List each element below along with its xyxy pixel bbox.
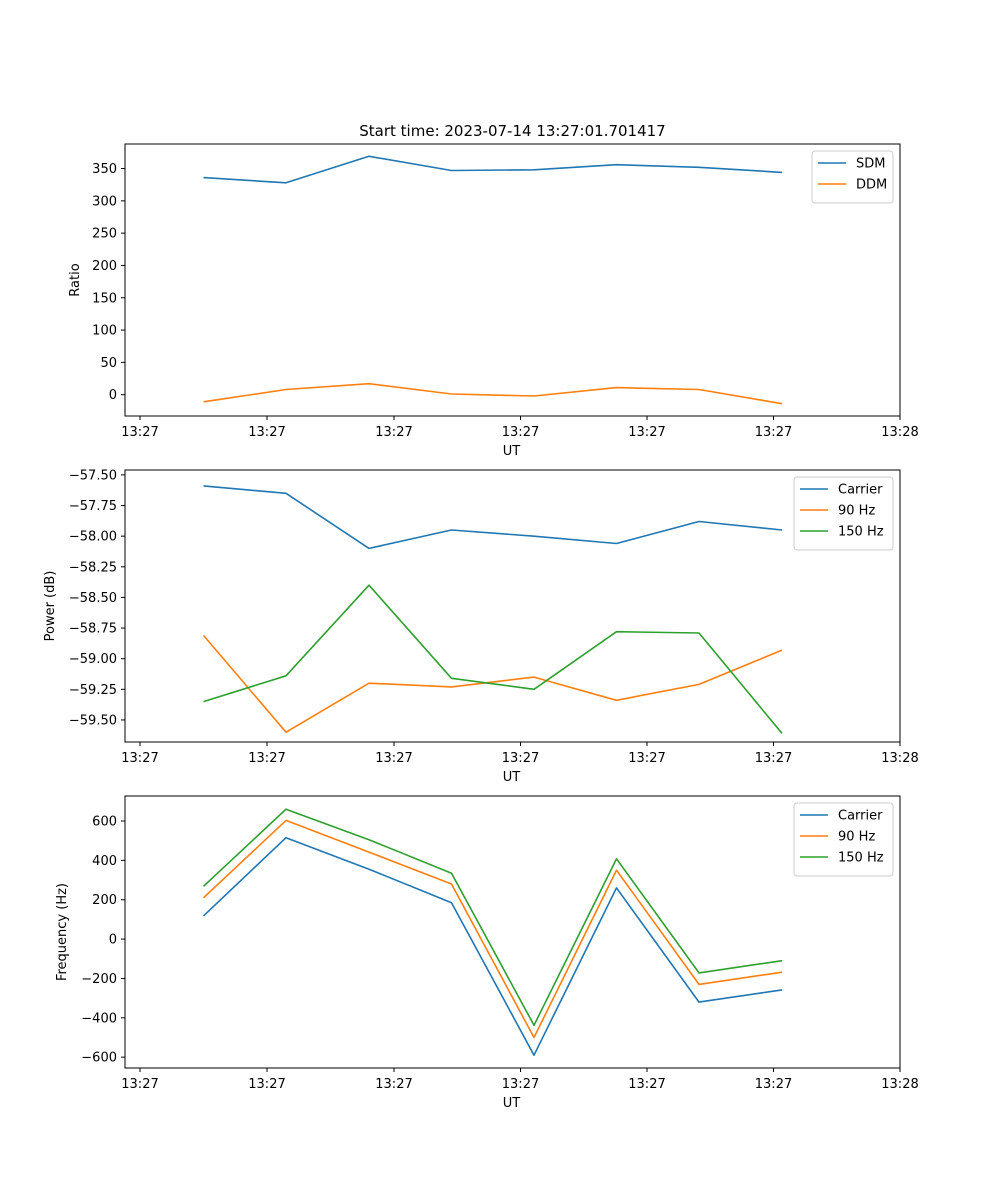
legend-entry: 90 Hz [838, 830, 875, 845]
axes-frame [124, 795, 901, 1069]
y-tick-label: −58.00 [69, 530, 117, 545]
x-tick-label: 13:28 [881, 1077, 918, 1092]
series-line-sdm [203, 155, 783, 184]
y-axis-label: Ratio [68, 263, 83, 296]
y-tick-label: 600 [92, 814, 117, 829]
legend: Carrier 90 Hz 150 Hz [793, 476, 894, 551]
legend-frame [811, 150, 894, 204]
legend-entry: 90 Hz [838, 504, 875, 519]
y-tick-label: −59.00 [69, 652, 117, 667]
y-tick-label: −58.50 [69, 591, 117, 606]
y-axis-label: Frequency (Hz) [55, 883, 70, 981]
chart-panel-3: 13:27 13:27 13:27 13:27 13:27 13:27 13:28 −600 −… [55, 795, 919, 1111]
series-line-ddm [203, 382, 783, 405]
x-tick-label: 13:27 [755, 1077, 792, 1092]
x-axis-label: UT [503, 444, 521, 459]
x-tick-label: 13:27 [121, 425, 158, 440]
axes-frame [124, 143, 901, 417]
y-tick-label: −59.25 [69, 683, 117, 698]
y-tick-label: −57.50 [69, 468, 117, 483]
x-axis-label: UT [503, 770, 521, 785]
x-tick-label: 13:27 [375, 425, 412, 440]
x-tick-label: 13:27 [628, 1077, 665, 1092]
x-tick-label: 13:27 [628, 425, 665, 440]
y-tick-label: 0 [109, 933, 117, 948]
series-line-150-hz [203, 584, 783, 734]
x-tick-label: 13:27 [628, 751, 665, 766]
y-tick-label: 0 [109, 388, 117, 403]
y-tick-label: 200 [92, 259, 117, 274]
y-tick-label: 250 [92, 227, 117, 242]
x-axis-label: UT [503, 1096, 521, 1111]
legend-entry: 150 Hz [838, 851, 884, 866]
series-line-carrier [202, 836, 783, 1056]
series-line-90-hz [202, 634, 783, 734]
x-tick-label: 13:27 [755, 751, 792, 766]
legend-entry: 150 Hz [838, 525, 884, 540]
y-tick-label: −600 [81, 1051, 117, 1066]
y-tick-label: 150 [92, 291, 117, 306]
x-tick-label: 13:28 [881, 425, 918, 440]
y-tick-label: 300 [92, 194, 117, 209]
legend-entry: Carrier [838, 809, 883, 824]
chart-panel-2: 13:27 13:27 13:27 13:27 13:27 13:27 13:28 −59.5… [43, 468, 919, 785]
legend-entry: SDM [856, 157, 885, 172]
y-tick-label: −57.75 [69, 499, 117, 514]
x-tick-label: 13:28 [881, 751, 918, 766]
legend: SDM DDM [811, 150, 894, 204]
y-tick-label: 350 [92, 162, 117, 177]
x-tick-label: 13:27 [502, 751, 539, 766]
y-tick-label: 50 [100, 356, 117, 371]
y-tick-label: −200 [81, 972, 117, 987]
x-tick-label: 13:27 [121, 1077, 158, 1092]
legend-entry: Carrier [838, 483, 883, 498]
x-tick-label: 13:27 [375, 751, 412, 766]
legend: Carrier 90 Hz 150 Hz [793, 802, 894, 877]
x-tick-label: 13:27 [248, 751, 285, 766]
series-line-carrier [203, 485, 783, 550]
y-tick-label: −59.50 [69, 713, 117, 728]
axes-frame [124, 469, 901, 743]
x-tick-label: 13:27 [248, 425, 285, 440]
series-line-90-hz [202, 819, 783, 1039]
y-tick-label: −400 [81, 1011, 117, 1026]
x-tick-label: 13:27 [121, 751, 158, 766]
y-tick-label: 200 [92, 893, 117, 908]
series-line-150-hz [202, 808, 783, 1027]
x-tick-label: 13:27 [248, 1077, 285, 1092]
x-tick-label: 13:27 [502, 425, 539, 440]
y-axis-label: Power (dB) [43, 571, 58, 642]
x-tick-label: 13:27 [375, 1077, 412, 1092]
x-tick-label: 13:27 [502, 1077, 539, 1092]
y-tick-label: −58.25 [69, 560, 117, 575]
chart-panel-1: 13:27 13:27 13:27 13:27 13:27 13:27 13:28 0 50 10… [68, 143, 919, 459]
chart-panels: 13:27 13:27 13:27 13:27 13:27 13:27 13:28 0 50 10… [43, 143, 919, 1111]
y-tick-label: 400 [92, 854, 117, 869]
y-tick-label: −58.75 [69, 622, 117, 637]
figure-title: Start time: 2023-07-14 13:27:01.701417 [359, 122, 665, 140]
y-tick-label: 100 [92, 324, 117, 339]
x-tick-label: 13:27 [755, 425, 792, 440]
legend-entry: DDM [856, 178, 887, 193]
